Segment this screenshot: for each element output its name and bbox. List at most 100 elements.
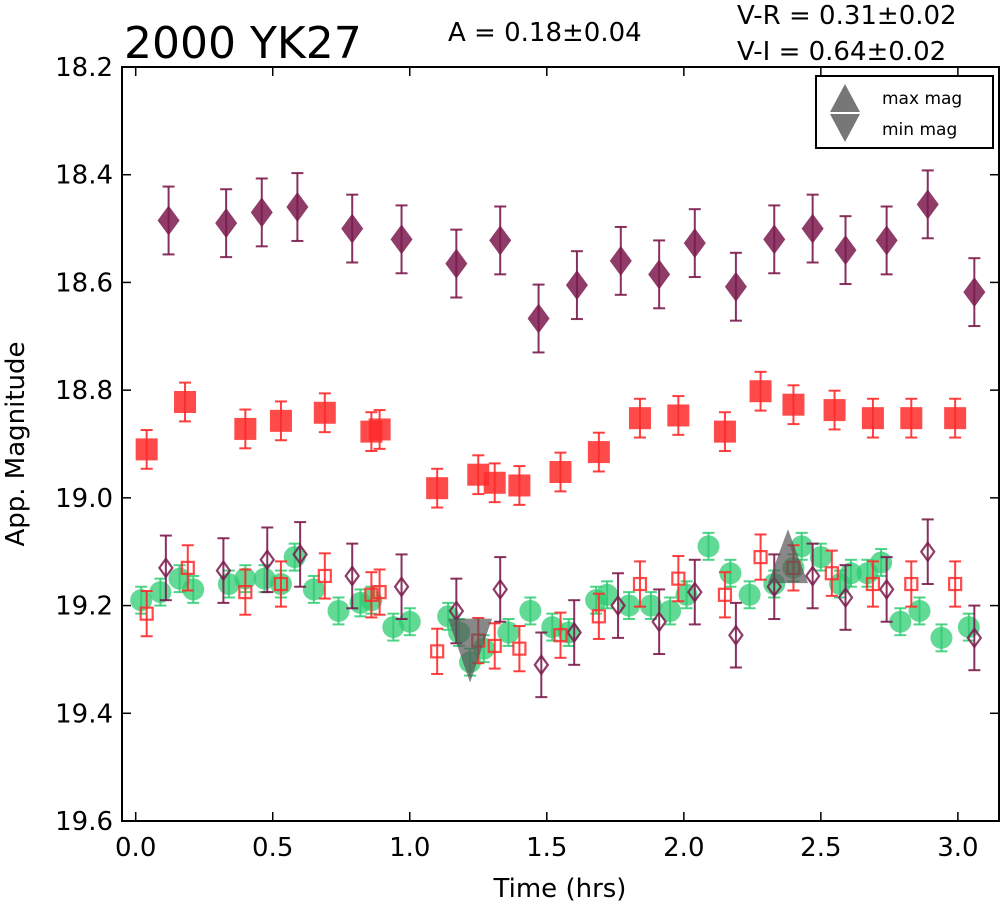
point-s2-p30: [719, 562, 742, 585]
point-s3-p9: [566, 621, 583, 644]
x-tick-label-6: 3.0: [937, 833, 978, 863]
point-s1-p7: [426, 477, 449, 500]
point-s1-p16: [749, 380, 772, 403]
y-axis-label: App. Magnitude: [1, 341, 31, 546]
point-s1-p18: [823, 399, 846, 422]
point-s4-p21: [948, 576, 963, 592]
point-s1-p21: [944, 407, 967, 430]
point-s0-p14: [763, 224, 786, 255]
point-s0-p15: [801, 213, 824, 244]
point-s4-p1: [180, 560, 195, 575]
point-s3-p15: [804, 565, 821, 587]
point-s0-p9: [565, 270, 588, 301]
point-s2-p40: [889, 610, 912, 633]
point-s0-p3: [286, 192, 309, 223]
point-s4-p6: [372, 585, 387, 600]
y-tick-label-1: 18.4: [55, 161, 113, 191]
point-s1-p2: [234, 417, 257, 440]
point-s4-p10: [512, 641, 527, 656]
point-s0-p18: [916, 189, 939, 220]
point-s4-p0: [139, 606, 154, 621]
point-s0-p8: [527, 303, 550, 334]
point-s2-p3: [182, 578, 205, 601]
point-s0-p12: [683, 228, 706, 259]
legend: max mag min mag: [815, 75, 994, 149]
point-s1-p15: [713, 420, 736, 443]
point-s3-p14: [766, 575, 783, 598]
legend-marker-max-mag: [830, 84, 860, 112]
color-index-vi: V-I = 0.64±0.02: [737, 37, 946, 67]
point-s2-p26: [639, 594, 662, 617]
plot-frame: [121, 66, 1000, 822]
color-index-vr: V-R = 0.31±0.02: [737, 1, 957, 31]
point-s2-p25: [618, 594, 641, 617]
point-s0-p5: [390, 224, 413, 255]
y-tick-label-2: 18.6: [55, 268, 113, 298]
point-s1-p19: [861, 407, 884, 430]
point-s1-p12: [587, 441, 610, 464]
point-s0-p13: [724, 271, 747, 302]
point-s0-p7: [489, 225, 512, 256]
y-tick-label-3: 18.8: [55, 376, 113, 406]
point-s1-p11: [549, 461, 572, 484]
point-s3-p7: [492, 578, 509, 601]
point-s3-p8: [533, 653, 550, 676]
point-s3-p18: [919, 540, 936, 563]
point-s4-p5: [364, 587, 379, 602]
point-s3-p13: [728, 624, 744, 647]
point-s1-p20: [900, 407, 923, 430]
point-s4-p13: [632, 576, 648, 592]
legend-markers: [830, 84, 860, 142]
point-s2-p31: [738, 583, 761, 606]
point-s4-p11: [553, 628, 568, 643]
point-s4-p18: [824, 566, 839, 581]
amplitude-label: A = 0.18±0.04: [448, 18, 642, 48]
point-s2-p42: [930, 626, 953, 649]
point-s3-p5: [393, 575, 410, 598]
extremum-marker-0: [448, 618, 493, 683]
point-s2-p9: [302, 578, 325, 601]
point-s4-p16: [753, 549, 768, 565]
point-s3-p1: [215, 559, 232, 582]
y-tick-label-4: 19.0: [55, 484, 113, 514]
point-s1-p4: [313, 401, 336, 424]
point-s4-p12: [591, 609, 606, 624]
legend-label-max-mag: max mag: [882, 89, 962, 109]
point-s1-p10: [508, 474, 531, 497]
point-s4-p2: [238, 585, 253, 600]
point-s3-p17: [878, 578, 895, 601]
point-s3-p11: [651, 610, 668, 633]
point-s0-p10: [609, 245, 632, 276]
point-s2-p14: [398, 610, 421, 633]
point-s3-p12: [686, 581, 703, 603]
x-tick-label-4: 2.0: [663, 833, 704, 863]
x-tick-label-3: 1.5: [526, 833, 567, 863]
point-s2-p20: [519, 599, 542, 622]
axis-ticks: 0.0 0.5 1.0 1.5 2.0 2.5 3.0 18.2 18.4 18.6 18.8 19.…: [55, 53, 999, 863]
point-s1-p13: [628, 407, 651, 430]
y-tick-label-0: 18.2: [55, 53, 113, 83]
y-tick-label-7: 19.6: [55, 807, 113, 837]
extremum-marker-1: [767, 529, 808, 584]
point-s0-p17: [875, 225, 898, 256]
point-s1-p6: [368, 418, 391, 441]
legend-marker-min-mag: [830, 114, 860, 142]
point-s4-p19: [865, 576, 881, 592]
point-s3-p4: [344, 565, 361, 587]
point-s4-p14: [671, 571, 686, 586]
x-axis-label: Time (hrs): [493, 874, 627, 904]
legend-label-min-mag: min mag: [882, 120, 957, 140]
point-s2-p24: [596, 583, 619, 606]
point-s1-p0: [135, 438, 158, 461]
point-s0-p19: [963, 277, 986, 308]
point-s4-p15: [717, 587, 733, 602]
point-s1-p17: [782, 393, 805, 416]
point-s4-p9: [487, 638, 502, 654]
point-s1-p14: [667, 404, 690, 427]
point-s1-p9: [483, 471, 506, 494]
plot-layer: [130, 169, 986, 699]
point-s0-p11: [648, 259, 671, 290]
point-s0-p16: [834, 235, 857, 266]
